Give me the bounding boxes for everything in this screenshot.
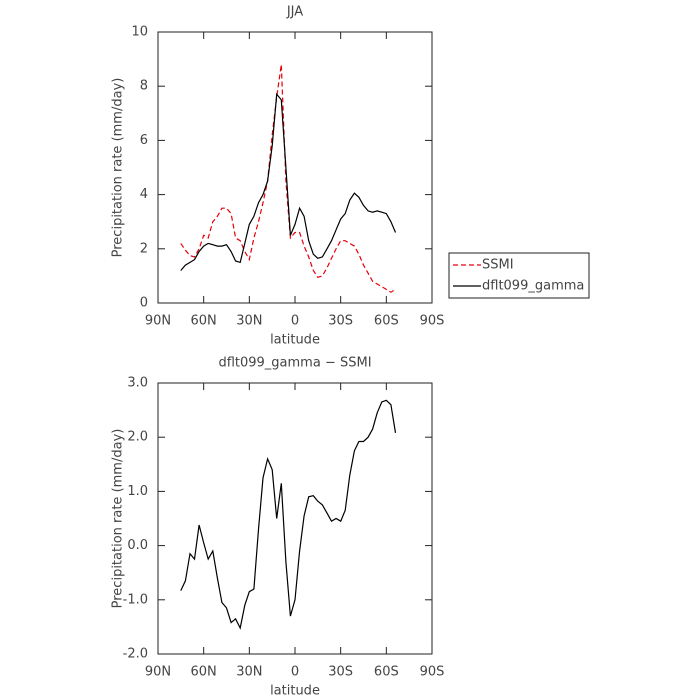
- y-tick-label: 0: [140, 296, 148, 311]
- legend-box: [448, 252, 590, 299]
- series-line: [180, 64, 396, 293]
- x-tick-label: 60N: [191, 665, 217, 680]
- x-tick-label: 60S: [374, 665, 399, 680]
- x-tick-label: 90S: [420, 665, 445, 680]
- chart-title: dflt099_gamma − SSMI: [218, 356, 371, 371]
- y-tick-label: 0.0: [127, 538, 148, 553]
- y-axis-label: Precipitation rate (mm/day): [111, 78, 126, 258]
- x-tick-label: 30N: [236, 314, 262, 329]
- x-tick-label: 90S: [420, 314, 445, 329]
- y-tick-label: 1.0: [127, 484, 148, 499]
- x-tick-label: 0: [291, 665, 299, 680]
- series-line: [180, 399, 397, 630]
- x-tick-label: 30S: [328, 665, 353, 680]
- y-tick-label: 8: [140, 79, 148, 94]
- plot-frame: [157, 31, 433, 304]
- x-tick-label: 90N: [145, 314, 171, 329]
- y-tick-label: 10: [131, 25, 148, 40]
- x-tick-label: 60N: [191, 314, 217, 329]
- y-tick-label: 2.0: [127, 430, 148, 445]
- x-tick-label: 30S: [328, 314, 353, 329]
- plot-frame: [157, 382, 433, 655]
- x-axis-label: latitude: [270, 684, 320, 699]
- y-axis-label: Precipitation rate (mm/day): [111, 429, 126, 609]
- y-tick-label: 3.0: [127, 376, 148, 391]
- y-tick-label: 6: [140, 133, 148, 148]
- y-tick-label: 2: [140, 241, 148, 256]
- x-tick-label: 0: [291, 314, 299, 329]
- x-tick-label: 60S: [374, 314, 399, 329]
- x-axis-label: latitude: [270, 333, 320, 348]
- chart-title: JJA: [286, 5, 303, 20]
- series-line: [180, 92, 397, 271]
- legend-label: SSMI: [482, 258, 514, 273]
- x-tick-label: 30N: [236, 665, 262, 680]
- x-tick-label: 90N: [145, 665, 171, 680]
- y-tick-label: 4: [140, 187, 148, 202]
- y-tick-label: -1.0: [123, 592, 148, 607]
- legend-label: dflt099_gamma: [482, 279, 584, 294]
- y-tick-label: -2.0: [123, 647, 148, 662]
